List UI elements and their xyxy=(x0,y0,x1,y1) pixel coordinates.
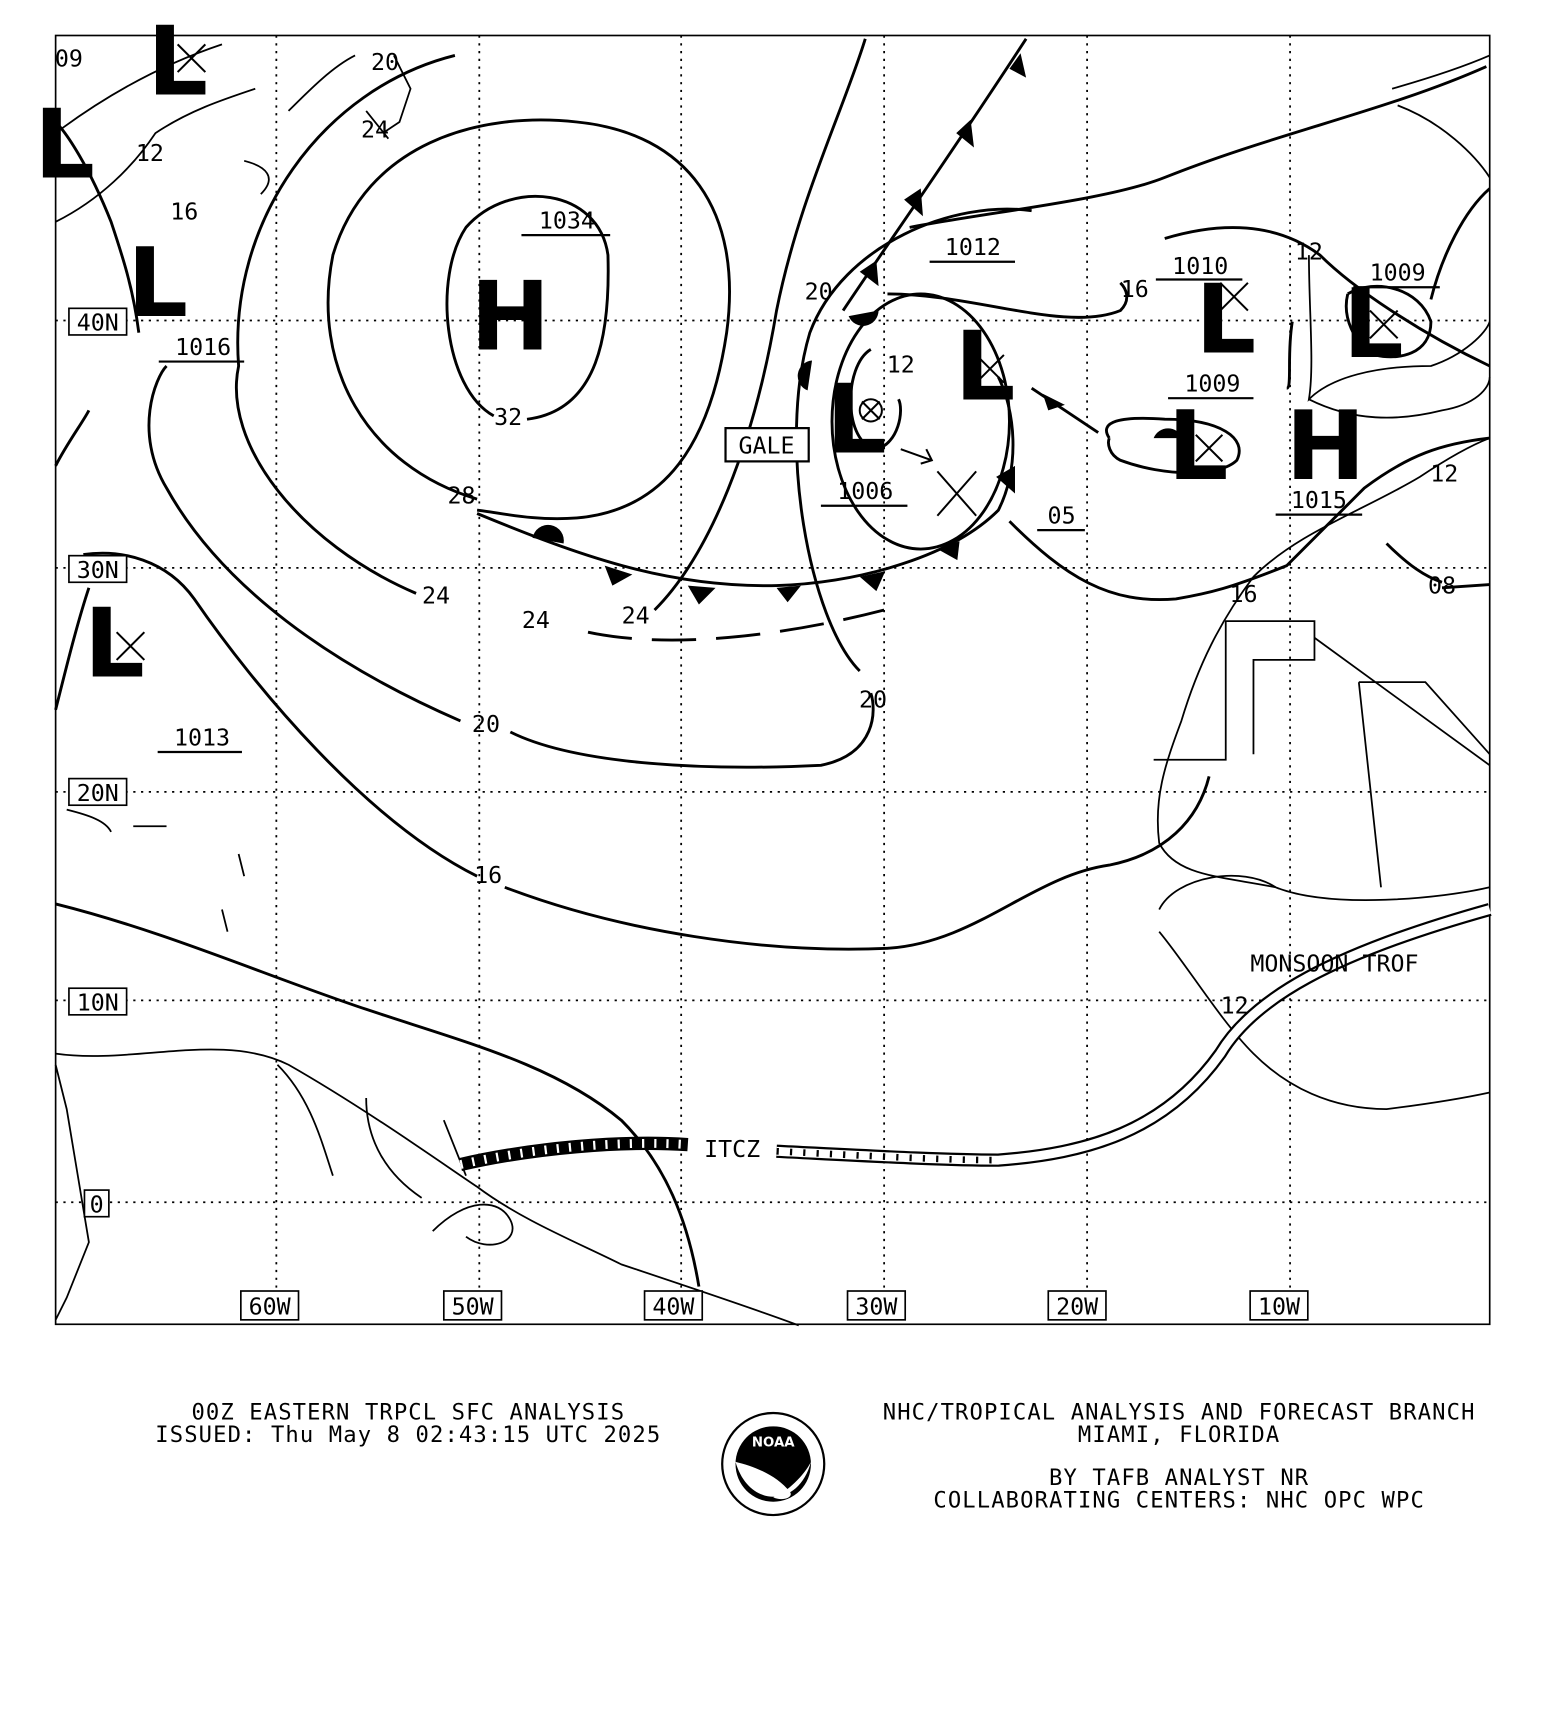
itcz-band xyxy=(458,903,1492,1172)
isobar-label: 16 xyxy=(1121,276,1149,303)
pressure-label: 1034 xyxy=(539,207,595,234)
isobar-label: 12 xyxy=(136,140,164,167)
lon-label-30w: 30W xyxy=(855,1293,898,1320)
isobar-label: 12 xyxy=(1295,239,1323,266)
low-center: L xyxy=(127,228,188,339)
lon-label-40w: 40W xyxy=(652,1293,695,1320)
isobar-label: 12 xyxy=(1221,993,1249,1020)
isobar-label: 24 xyxy=(522,607,550,634)
low-center: L xyxy=(84,589,145,700)
lon-label-10w: 10W xyxy=(1258,1293,1301,1320)
lon-label-20w: 20W xyxy=(1056,1293,1099,1320)
high-center: H xyxy=(470,261,550,372)
isobar-label: 20 xyxy=(859,687,887,714)
graticule xyxy=(55,35,1490,1325)
low-center: L xyxy=(1195,265,1256,376)
itcz-label: ITCZ xyxy=(704,1136,760,1163)
isobar-label: 24 xyxy=(361,117,389,144)
footer: 00Z EASTERN TRPCL SFC ANALYSIS ISSUED: T… xyxy=(155,1400,1476,1517)
isobar-label: 28 xyxy=(448,483,476,510)
noaa-logo: NOAA xyxy=(721,1411,826,1517)
pressure-label: 1013 xyxy=(174,724,230,751)
low-center: L xyxy=(1168,391,1229,502)
pressure-label: 1006 xyxy=(837,478,893,505)
chart-title: 00Z EASTERN TRPCL SFC ANALYSIS xyxy=(191,1400,625,1426)
pressure-label: 05 xyxy=(1048,503,1076,530)
isobar-label: 12 xyxy=(1430,460,1458,487)
isobar-label: 16 xyxy=(1229,581,1257,608)
isobar-label: 32 xyxy=(494,404,522,431)
isobar-label: 24 xyxy=(422,582,450,609)
pressure-underlines xyxy=(157,234,1440,754)
monsoon-trough-label: MONSOON TROF xyxy=(1250,951,1418,978)
gale-label: GALE xyxy=(739,433,795,460)
high-center: H xyxy=(1286,391,1366,502)
gale-warning: GALE xyxy=(724,427,810,463)
fronts xyxy=(476,38,1183,642)
issued-time: ISSUED: Thu May 8 02:43:15 UTC 2025 xyxy=(155,1422,661,1448)
analyst: BY TAFB ANALYST NR xyxy=(1049,1465,1309,1491)
lat-label-20n: 20N xyxy=(77,780,119,807)
isobar-value-labels: 09 12 16 20 24 32 28 24 24 24 20 16 20 1… xyxy=(55,46,1458,1020)
branch-name: NHC/TROPICAL ANALYSIS AND FORECAST BRANC… xyxy=(883,1400,1476,1426)
pressure-label: 1015 xyxy=(1291,487,1347,514)
isobar-label: 08 xyxy=(1428,572,1456,599)
central-pressures: 1034 1016 1013 1006 1012 1010 1009 1009 … xyxy=(174,207,1426,751)
low-center: L xyxy=(826,365,887,476)
isobar-label: 24 xyxy=(622,602,650,629)
isobar-label: 20 xyxy=(472,711,500,738)
pressure-label: 1009 xyxy=(1184,371,1240,398)
isobar-label: 20 xyxy=(805,278,833,305)
low-center: L xyxy=(955,311,1016,422)
latitude-labels: 40N 30N 20N 10N 0 xyxy=(68,307,128,1218)
lon-label-50w: 50W xyxy=(452,1293,495,1320)
isobar-label: 12 xyxy=(887,352,915,379)
pressure-label: 1012 xyxy=(945,234,1001,261)
pressure-label: 1010 xyxy=(1172,253,1228,280)
collaborating-centers: COLLABORATING CENTERS: NHC OPC WPC xyxy=(933,1487,1425,1513)
branch-location: MIAMI, FLORIDA xyxy=(1078,1422,1280,1448)
svg-text:NOAA: NOAA xyxy=(752,1435,795,1450)
lat-label-10n: 10N xyxy=(77,989,119,1016)
map-frame xyxy=(54,34,1491,1326)
isobars xyxy=(54,38,1491,1287)
center-markers xyxy=(115,43,1399,661)
low-center: L xyxy=(34,89,95,200)
lat-label-30n: 30N xyxy=(77,557,119,584)
lon-label-60w: 60W xyxy=(249,1293,292,1320)
lat-label-equator: 0 xyxy=(90,1191,104,1218)
low-center: L xyxy=(147,6,208,117)
pressure-label: 1016 xyxy=(175,334,231,361)
isobar-label: 16 xyxy=(170,199,198,226)
pressure-label: 1009 xyxy=(1370,260,1426,287)
coastlines xyxy=(54,43,1491,1327)
pressure-center-letters: H L L L L L L L H L L xyxy=(34,6,1404,699)
isobar-label: 16 xyxy=(474,862,502,889)
longitude-labels: 60W 50W 40W 30W 20W 10W xyxy=(240,1290,1309,1321)
isobar-label: 09 xyxy=(55,46,83,73)
isobar-label: 20 xyxy=(371,49,399,76)
lat-label-40n: 40N xyxy=(77,310,119,337)
